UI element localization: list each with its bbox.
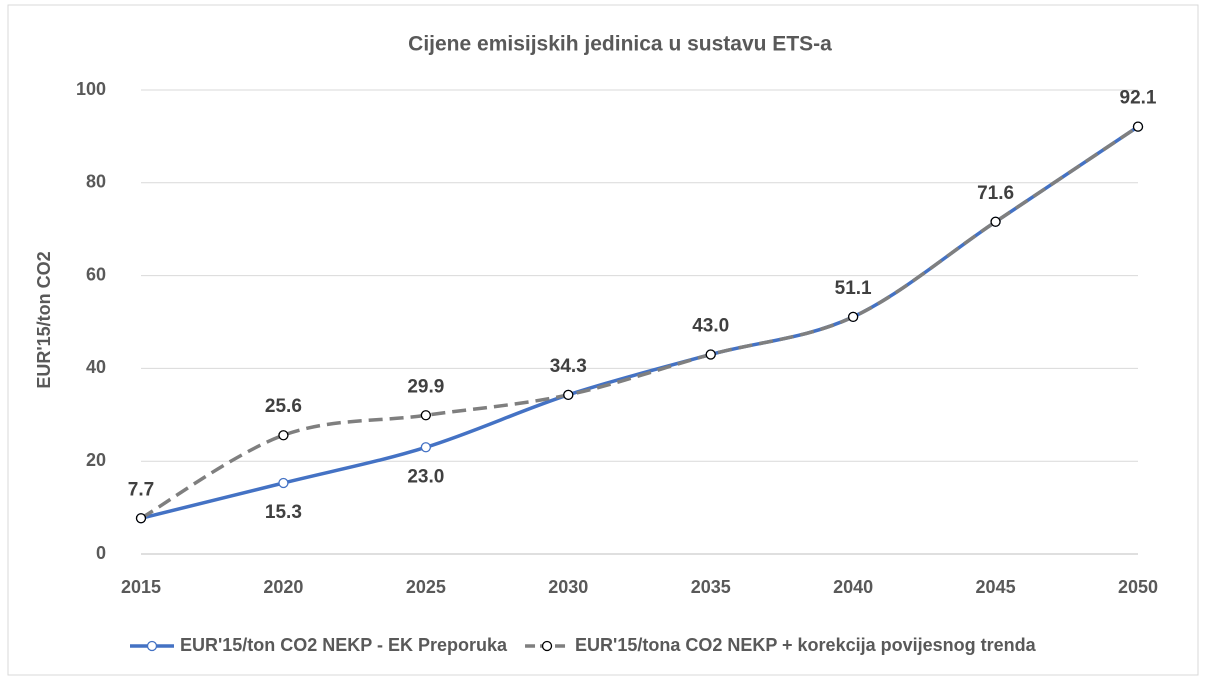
x-tick-label: 2040 — [833, 577, 873, 597]
chart-title: Cijene emisijskih jedinica u sustavu ETS… — [408, 33, 832, 56]
legend-marker — [146, 640, 158, 652]
data-label: 23.0 — [407, 466, 444, 487]
data-label: 29.9 — [407, 376, 444, 397]
point — [990, 216, 1001, 227]
x-tick-label: 2015 — [121, 577, 161, 597]
y-tick-label: 20 — [86, 450, 106, 470]
data-label: 34.3 — [550, 356, 587, 377]
point — [278, 477, 289, 489]
y-tick-label: 40 — [86, 357, 106, 377]
series-line — [140, 125, 1139, 520]
point — [847, 311, 859, 323]
x-tick-label: 2030 — [548, 577, 588, 597]
point — [420, 442, 432, 453]
y-tick-label: 100 — [76, 79, 106, 99]
data-label: 51.1 — [835, 278, 872, 299]
chart-border — [7, 4, 1199, 676]
data-label: 15.3 — [265, 502, 302, 523]
point — [563, 389, 574, 400]
point — [705, 349, 716, 360]
x-tick-label: 2050 — [1118, 577, 1158, 597]
y-tick-label: 60 — [86, 264, 106, 284]
y-axis-label: EUR'15/ton CO2 — [34, 251, 54, 388]
point — [1132, 121, 1144, 132]
data-label: 92.1 — [1120, 88, 1157, 109]
x-tick-label: 2020 — [263, 577, 303, 597]
data-label: 7.7 — [128, 479, 154, 500]
x-tick-label: 2045 — [976, 577, 1016, 597]
y-tick-label: 0 — [96, 543, 106, 563]
legend-label: EUR'15/ton CO2 NEKP - EK Preporuka — [180, 635, 508, 655]
data-label: 43.0 — [692, 315, 729, 336]
x-tick-label: 2035 — [691, 577, 731, 597]
data-label: 71.6 — [977, 183, 1014, 204]
point — [420, 410, 432, 421]
point — [135, 513, 147, 524]
legend-label: EUR'15/tona CO2 NEKP + korekcija povijes… — [575, 635, 1037, 655]
legend-marker — [541, 640, 553, 652]
point — [278, 430, 289, 441]
data-label: 25.6 — [265, 396, 302, 417]
x-tick-label: 2025 — [406, 577, 446, 597]
y-tick-label: 80 — [86, 172, 106, 192]
